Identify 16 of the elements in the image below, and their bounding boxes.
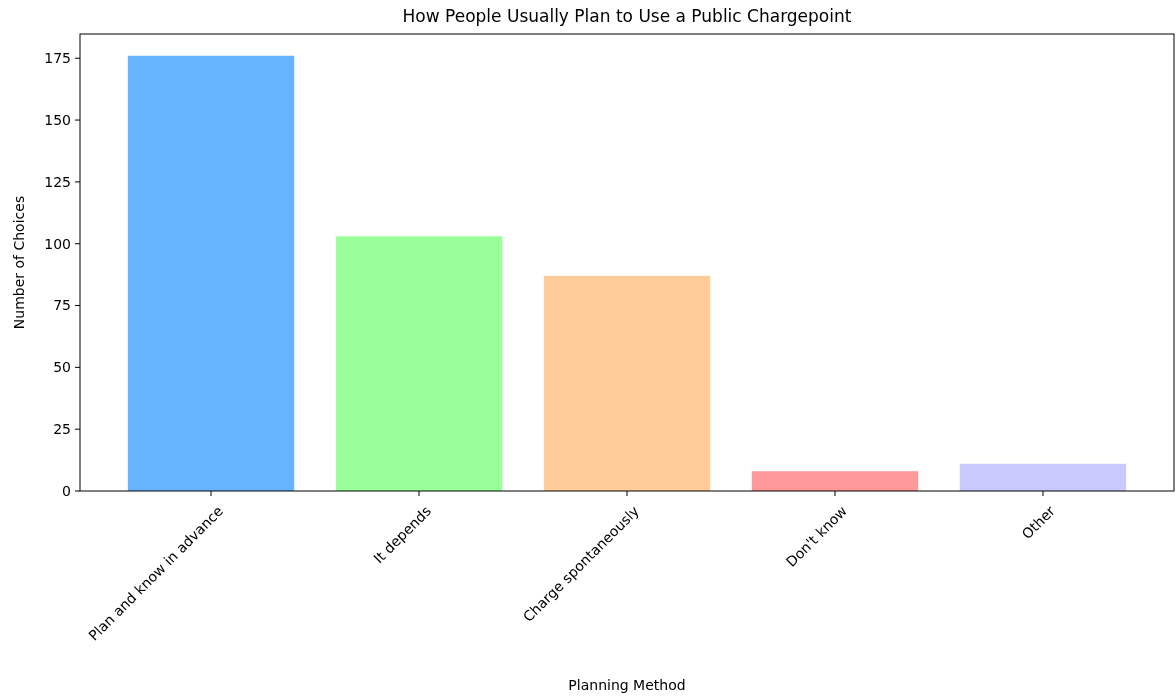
y-axis-title: Number of Choices xyxy=(11,195,27,330)
y-tick-label: 50 xyxy=(53,359,71,376)
y-tick-label: 125 xyxy=(44,173,71,190)
chart-title: How People Usually Plan to Use a Public Chargepoint xyxy=(402,6,852,26)
y-tick-label: 175 xyxy=(44,50,71,67)
bar xyxy=(335,236,503,491)
bar xyxy=(751,471,919,491)
bar xyxy=(127,55,295,491)
y-tick-label: 0 xyxy=(62,482,71,499)
bar xyxy=(543,275,711,491)
y-tick-label: 75 xyxy=(53,297,71,314)
y-tick-label: 150 xyxy=(44,111,71,128)
y-tick-label: 100 xyxy=(44,235,71,252)
bar xyxy=(959,463,1127,491)
y-tick-label: 25 xyxy=(53,421,71,438)
x-axis-title: Planning Method xyxy=(568,677,686,693)
